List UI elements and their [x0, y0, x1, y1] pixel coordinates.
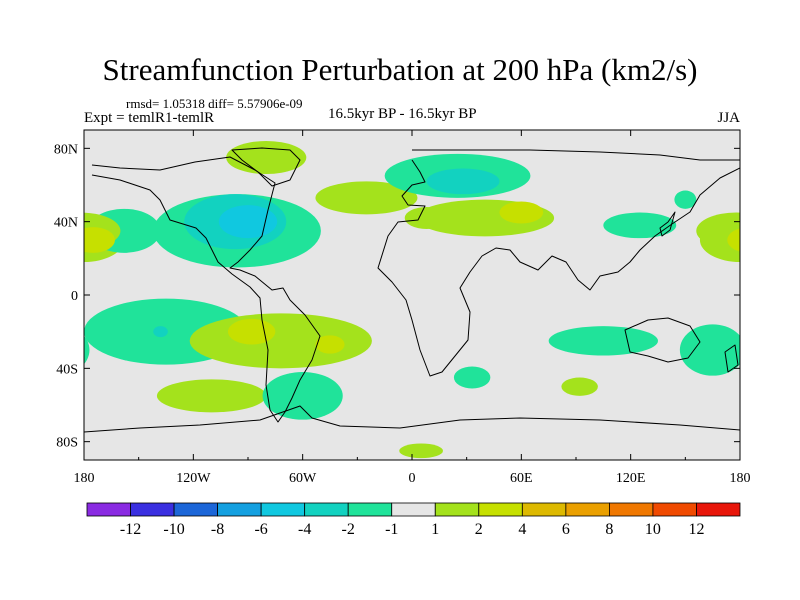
y-tick-label: 80N: [54, 142, 78, 157]
x-tick-label: 60W: [289, 471, 317, 486]
anomaly-region: [156, 379, 267, 413]
colorbar-label: 12: [688, 521, 704, 538]
anomaly-region: [426, 168, 500, 195]
colorbar-swatch: [347, 502, 393, 517]
season-label: JJA: [717, 110, 740, 126]
anomaly-region: [262, 372, 343, 420]
anomaly-region-wrap: [727, 228, 740, 252]
anomaly-region: [226, 141, 307, 174]
colorbar-swatch: [696, 502, 741, 517]
coastline-greenland: [231, 147, 301, 187]
anomaly-region: [499, 201, 544, 224]
colorbar-label: -4: [298, 521, 311, 538]
colorbar-swatch: [173, 502, 218, 517]
colorbar-label: -10: [163, 521, 184, 538]
anomaly-region: [399, 443, 443, 459]
colorbar-swatch: [217, 502, 262, 517]
x-tick-label: 180: [730, 471, 751, 486]
anomaly-region: [561, 377, 598, 396]
colorbar-label: -1: [385, 521, 398, 538]
x-tick-label: 120W: [176, 471, 211, 486]
y-tick-label: 40S: [56, 362, 78, 377]
colorbar-swatch: [391, 502, 436, 517]
colorbar: -12 -10 -8 -6 -4 -2 -1 1 2 4 6 8 10 12: [86, 502, 741, 538]
anomaly-region: [315, 181, 418, 215]
y-tick-label: 80S: [56, 436, 78, 451]
colorbar-swatch: [304, 502, 349, 517]
colorbar-swatch: [652, 502, 697, 517]
colorbar-label: 4: [518, 521, 526, 538]
colorbar-swatch: [521, 502, 567, 517]
period-label: 16.5kyr BP - 16.5kyr BP: [328, 106, 477, 122]
coastlines: [84, 147, 740, 433]
anomaly-region: [674, 190, 697, 209]
anomaly-region: [218, 205, 278, 239]
coastline-australia: [624, 317, 701, 363]
x-tick-label: 60E: [510, 471, 533, 486]
experiment-label: Expt = temlR1-temlR: [84, 110, 215, 126]
y-tick-label: 0: [71, 289, 78, 304]
anomaly-region: [404, 207, 449, 229]
coastline-antarctica: [84, 405, 740, 433]
colorbar-label: 6: [562, 521, 570, 538]
map-axes: 180 120W 60W 0 60E 120E 180 80N 40N 0 40S 80S: [54, 130, 751, 486]
anomaly-region: [453, 366, 491, 389]
x-tick-label: 120E: [616, 471, 646, 486]
y-tick-label: 40N: [54, 216, 78, 231]
x-tick-label: 180: [74, 471, 95, 486]
colorbar-swatch: [609, 502, 654, 517]
colorbar-swatch: [478, 502, 523, 517]
colorbar-label: 1: [431, 521, 439, 538]
anomaly-region: [315, 335, 345, 354]
colorbar-swatch: [260, 502, 306, 517]
anomaly-region: [153, 326, 168, 338]
colorbar-label: -12: [120, 521, 141, 538]
colorbar-swatch: [434, 502, 480, 517]
colorbar-label: 8: [605, 521, 613, 538]
colorbar-label: -8: [211, 521, 224, 538]
coastline-eurasia-africa: [377, 149, 740, 377]
x-tick-label: 0: [409, 471, 416, 486]
colorbar-label: -6: [254, 521, 267, 538]
colorbar-swatch: [86, 502, 131, 517]
colorbar-label: -2: [342, 521, 355, 538]
anomaly-region: [189, 313, 372, 369]
coastline-new-zealand: [724, 344, 739, 373]
chart-title: Streamfunction Perturbation at 200 hPa (…: [102, 52, 698, 87]
anomaly-region: [679, 324, 740, 376]
anomaly-region: [84, 227, 115, 253]
stats-label: rmsd= 1.05318 diff= 5.57906e-09: [126, 96, 303, 111]
anomaly-region: [227, 318, 276, 345]
anomaly-region: [548, 326, 658, 356]
anomaly-region-wrap: [84, 335, 90, 365]
anomaly-region: [603, 212, 677, 239]
coastline-japan: [659, 211, 676, 237]
colorbar-swatch: [565, 502, 610, 517]
anomaly-regions: [84, 141, 740, 459]
colorbar-label: 2: [475, 521, 483, 538]
colorbar-label: 10: [645, 521, 661, 538]
colorbar-swatch: [130, 502, 175, 517]
coastline-north-america: [91, 156, 321, 423]
